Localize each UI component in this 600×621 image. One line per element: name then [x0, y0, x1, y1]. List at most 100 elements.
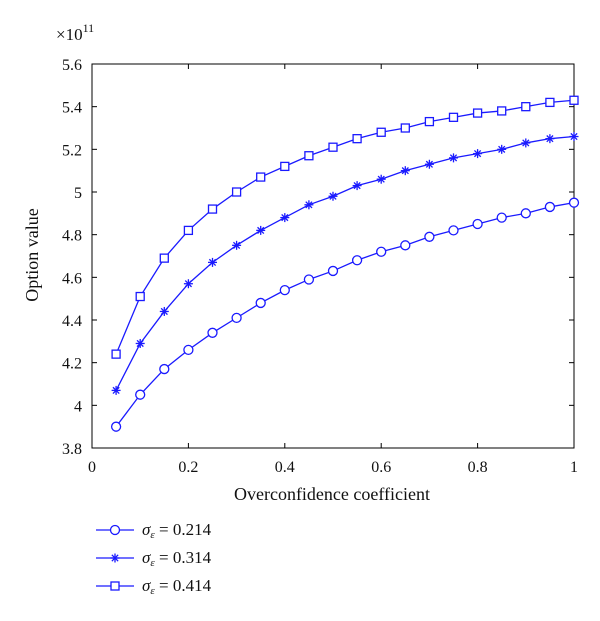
tick-labels: 0 0.2 0.4 0.6 0.8 1 3.8 4 4.2 4.4 4.6 4.8 5 5.2 5.4 5.6 [62, 57, 578, 476]
data-point [569, 95, 579, 105]
data-point [208, 257, 217, 267]
legend-swatch [96, 524, 134, 536]
data-point [135, 338, 145, 348]
data-point [568, 197, 580, 208]
star-stroke [473, 149, 482, 158]
star-stroke [160, 307, 168, 316]
series-line [115, 202, 575, 428]
data-point [520, 208, 531, 219]
data-point [303, 274, 315, 285]
data-point [545, 97, 555, 108]
data-point [473, 149, 483, 159]
star-stroke [111, 554, 119, 562]
data-point [135, 291, 145, 302]
data-point [256, 172, 266, 182]
x-axis-label: Overconfidence coefficient [234, 484, 430, 504]
data-point [449, 153, 458, 163]
y-tick-label: 5.2 [62, 142, 82, 159]
data-point [569, 132, 579, 142]
y-tick-label: 4 [74, 398, 82, 415]
data-point [232, 240, 242, 250]
star-stroke [112, 386, 120, 395]
legend-item: σε = 0.414 [96, 574, 316, 602]
data-point [424, 231, 435, 242]
data-point [256, 225, 266, 235]
data-point [497, 106, 507, 116]
star-stroke [232, 241, 241, 249]
legend-subscript: ε [150, 557, 155, 569]
data-point [159, 306, 169, 316]
legend-symbol: σ [142, 576, 151, 595]
legend-label: σε = 0.214 [142, 520, 211, 541]
data-point [279, 284, 290, 296]
legend-value: = 0.214 [154, 520, 212, 539]
y-tick-label: 5.6 [62, 57, 82, 74]
data-point [400, 166, 410, 176]
series-group [110, 95, 580, 432]
data-point [352, 181, 362, 191]
data-point [111, 385, 121, 395]
star-stroke [353, 181, 361, 190]
y-tick-label: 4.8 [62, 228, 82, 245]
data-point [328, 142, 338, 152]
y-tick-label: 4.6 [62, 270, 82, 287]
legend-marker [109, 524, 121, 536]
y-tick-label: 3.8 [62, 441, 82, 458]
data-point [183, 225, 194, 236]
legend-marker [110, 553, 120, 563]
y-tick-label: 4.4 [62, 313, 82, 330]
data-point [327, 265, 339, 277]
data-point [496, 212, 507, 223]
data-point [280, 161, 290, 172]
star-stroke [329, 192, 337, 200]
data-point [135, 389, 146, 400]
x-tick-label: 0.6 [371, 459, 391, 476]
y-axis-label: Option value [22, 208, 42, 301]
star-stroke [281, 213, 289, 222]
star-stroke [305, 201, 313, 209]
legend-swatch [96, 553, 134, 563]
data-point [472, 108, 483, 118]
y-tick-label: 5.4 [62, 100, 82, 117]
star-stroke [184, 280, 193, 288]
plot-frame [91, 63, 575, 449]
star-stroke [257, 226, 265, 235]
line-chart: 0 0.2 0.4 0.6 0.8 1 3.8 4 4.2 4.4 4.6 4.8 5 5.2 5.4 5.6… [22, 21, 580, 504]
x-tick-label: 0 [88, 459, 96, 476]
legend-subscript: ε [150, 585, 155, 597]
series-square [111, 95, 579, 359]
legend-symbol: σ [142, 520, 151, 539]
x-tick-label: 0.8 [468, 459, 488, 476]
data-point [448, 112, 459, 122]
data-point [159, 363, 170, 375]
y-multiplier-exponent: 11 [83, 21, 95, 35]
data-point [376, 174, 386, 184]
y-tick-label: 4.2 [62, 356, 82, 373]
legend-label: σε = 0.414 [142, 576, 211, 597]
star-stroke [425, 160, 434, 168]
data-point [280, 213, 290, 223]
data-point [207, 204, 218, 214]
star-stroke [570, 132, 578, 141]
y-axis-multiplier: ×1011 [56, 21, 94, 44]
series-circle [110, 197, 580, 432]
data-point [255, 297, 266, 309]
star-stroke [136, 339, 144, 348]
data-point [352, 134, 362, 144]
legend-item: σε = 0.214 [96, 518, 316, 546]
legend: σε = 0.214 σε = 0.314 σε = 0.414 [96, 518, 316, 602]
x-tick-label: 0.2 [178, 459, 198, 476]
data-point [304, 200, 314, 210]
data-point [159, 253, 169, 263]
data-point [328, 191, 338, 201]
star-stroke [498, 145, 506, 153]
series-star [111, 132, 579, 395]
data-point [376, 127, 386, 137]
data-point [207, 327, 218, 338]
data-point [521, 102, 531, 112]
data-point [351, 255, 363, 266]
data-point [472, 218, 483, 230]
data-point [376, 246, 387, 257]
data-point [400, 240, 411, 251]
legend-swatch [96, 581, 134, 591]
